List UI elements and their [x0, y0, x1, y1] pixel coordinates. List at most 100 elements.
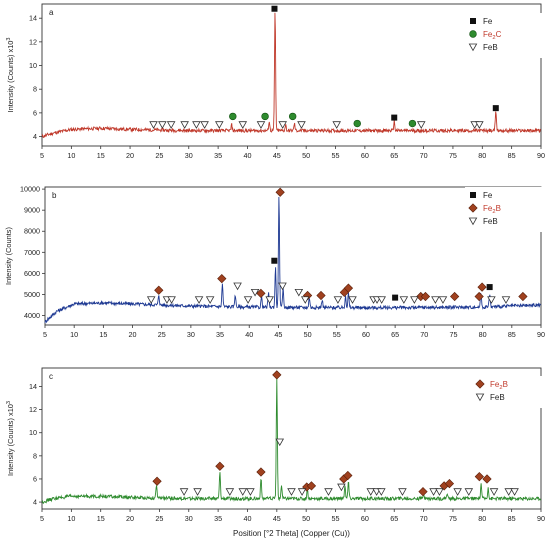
- x-tick-label: 40: [243, 151, 251, 160]
- legend-label-main: Fe: [490, 380, 500, 389]
- phase-marker-triangle: [180, 121, 189, 129]
- x-tick-label: 45: [274, 330, 282, 339]
- legend-label-main: Fe: [483, 191, 493, 200]
- x-tick-label: 10: [67, 151, 75, 160]
- x-tick-label: 50: [302, 514, 310, 523]
- phase-marker-triangle: [238, 121, 248, 129]
- x-tick-label: 20: [129, 330, 137, 339]
- phase-marker-diamond: [477, 282, 487, 292]
- phase-marker-triangle: [278, 121, 287, 129]
- y-tick-label: 6: [33, 108, 37, 117]
- y-tick-label: 12: [29, 37, 37, 46]
- phase-marker-square: [391, 114, 398, 121]
- phase-marker-triangle: [332, 121, 341, 129]
- x-tick-label: 70: [420, 514, 428, 523]
- y-tick-label: 7000: [24, 248, 40, 257]
- x-tick-label: 35: [214, 151, 222, 160]
- y-axis-label-main: Intensity (Counts): [4, 227, 13, 285]
- plot-frame: [41, 3, 542, 147]
- phase-marker-triangle: [166, 121, 176, 129]
- phase-marker-diamond: [518, 291, 528, 302]
- x-tick-label: 75: [449, 514, 457, 523]
- y-axis-label-exponent: 3: [6, 38, 12, 41]
- x-tick-label: 55: [333, 330, 341, 339]
- x-tick-label: 70: [420, 151, 428, 160]
- y-tick-label: 6: [33, 474, 37, 483]
- phase-marker-diamond: [217, 274, 227, 284]
- phase-marker-triangle: [193, 488, 202, 496]
- x-tick-label: 80: [478, 514, 486, 523]
- legend-marker-square: [470, 192, 476, 198]
- phase-marker-square: [271, 5, 278, 12]
- panel-label: c: [49, 372, 53, 381]
- phase-marker-diamond: [474, 472, 484, 482]
- y-axis-label-main: Intensity (Counts) x10: [6, 41, 15, 113]
- phase-marker-triangle: [348, 296, 357, 304]
- phase-marker-triangle: [333, 296, 343, 304]
- phase-marker-diamond: [256, 467, 266, 477]
- phase-marker-triangle: [192, 121, 201, 129]
- legend-label-main: Fe: [483, 204, 493, 213]
- x-tick-label: 10: [67, 514, 75, 523]
- y-tick-label: 10000: [20, 185, 40, 194]
- x-tick-label: 15: [97, 151, 105, 160]
- phase-marker-triangle: [435, 488, 444, 496]
- phase-marker-diamond: [215, 461, 225, 471]
- x-tick-label: 65: [391, 330, 399, 339]
- x-tick-label: 25: [158, 330, 166, 339]
- phase-marker-triangle: [300, 296, 310, 304]
- legend-label-suffix: B: [496, 204, 501, 213]
- legend-label: FeB: [490, 393, 505, 402]
- x-tick-label: 20: [126, 514, 134, 523]
- legend-label-main: Fe: [483, 30, 493, 39]
- phase-marker-triangle: [238, 488, 248, 496]
- phase-marker-triangle: [205, 296, 215, 304]
- phase-marker-triangle: [275, 438, 285, 447]
- y-tick-label: 8: [33, 85, 37, 94]
- x-tick-label: 65: [390, 514, 398, 523]
- phase-marker-triangle: [243, 296, 253, 304]
- x-axis-label: Position [°2 Theta] (Copper (Cu)): [233, 529, 350, 538]
- phase-marker-triangle: [416, 121, 426, 129]
- phase-marker-triangle: [453, 488, 462, 496]
- plot-frame: [41, 367, 542, 510]
- x-tick-label: 5: [40, 514, 44, 523]
- legend-box: [465, 187, 545, 232]
- x-tick-label: 15: [99, 330, 107, 339]
- y-tick-label: 8000: [24, 227, 40, 236]
- phase-marker-diamond: [275, 187, 285, 197]
- x-tick-label: 60: [362, 330, 370, 339]
- phase-marker-diamond: [444, 478, 455, 489]
- x-tick-label: 5: [43, 330, 47, 339]
- phase-marker-circle: [261, 112, 269, 121]
- x-tick-label: 40: [245, 330, 253, 339]
- diffraction-pattern-line: [41, 12, 541, 139]
- legend-label-main: FeB: [483, 43, 498, 52]
- x-tick-label: 65: [390, 151, 398, 160]
- x-tick-label: 35: [216, 330, 224, 339]
- x-tick-label: 30: [187, 330, 195, 339]
- x-tick-label: 25: [155, 514, 163, 523]
- phase-marker-triangle: [487, 296, 496, 304]
- phase-marker-triangle: [265, 296, 274, 304]
- phase-marker-triangle: [337, 483, 346, 492]
- x-tick-label: 75: [449, 330, 457, 339]
- phase-marker-diamond: [343, 283, 354, 293]
- y-tick-label: 5000: [24, 290, 40, 299]
- phase-marker-diamond: [450, 291, 460, 302]
- phase-marker-diamond: [306, 481, 317, 491]
- phase-marker-triangle: [377, 488, 386, 496]
- phase-marker-triangle: [256, 121, 266, 129]
- phase-marker-triangle: [510, 488, 519, 496]
- phase-marker-triangle: [149, 121, 158, 129]
- phase-marker-triangle: [287, 488, 296, 496]
- legend-label-main: FeB: [483, 217, 498, 226]
- x-tick-label: 85: [508, 330, 516, 339]
- x-tick-label: 45: [273, 151, 281, 160]
- x-tick-label: 55: [332, 514, 340, 523]
- x-tick-label: 80: [479, 330, 487, 339]
- phase-marker-triangle: [464, 488, 474, 496]
- legend-label-subscript: 2: [492, 209, 495, 215]
- phase-marker-diamond: [316, 290, 326, 301]
- y-axis-label-main: Intensity (Counts) x10: [6, 404, 15, 476]
